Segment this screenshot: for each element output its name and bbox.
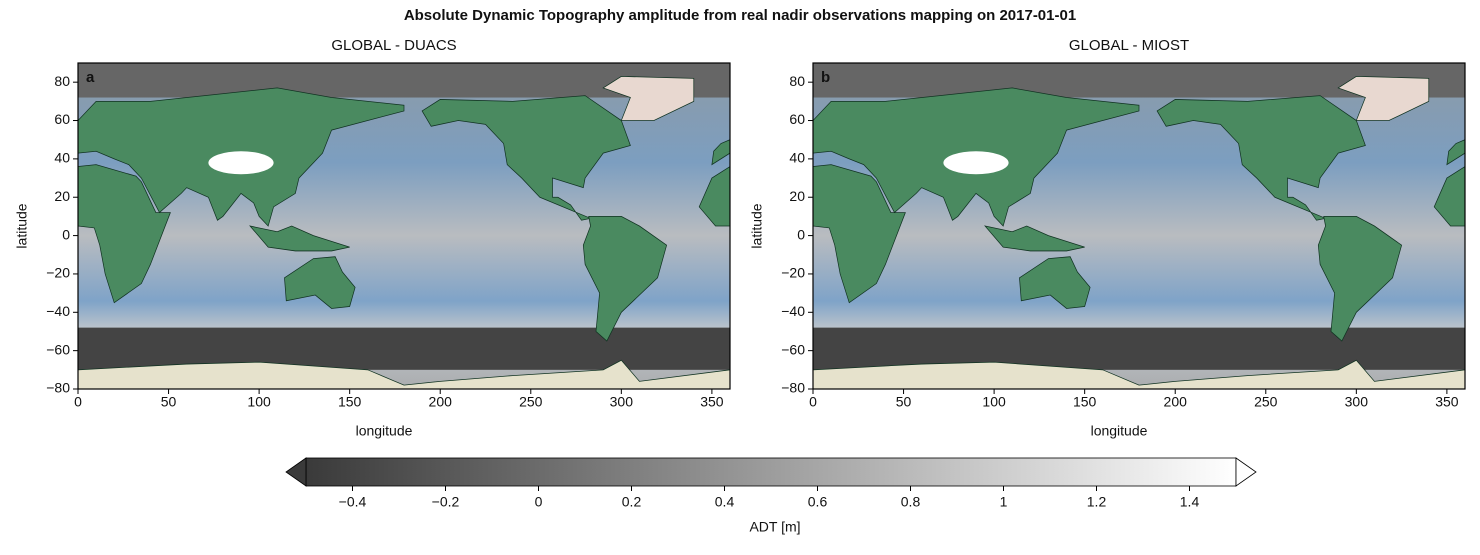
x-tick-label: 100 xyxy=(982,394,1006,410)
y-tick-label: 80 xyxy=(789,73,805,89)
x-tick-label: 200 xyxy=(1164,394,1188,410)
colorbar-tick-label: −0.4 xyxy=(339,494,367,510)
map-image xyxy=(78,63,730,389)
y-tick-label: 80 xyxy=(54,73,70,89)
colorbar-label: ADT [m] xyxy=(749,519,800,535)
x-tick-label: 150 xyxy=(1073,394,1097,410)
panel-label: a xyxy=(86,69,95,86)
colorbar-tick-label: 1.2 xyxy=(1087,494,1107,510)
x-tick-label: 300 xyxy=(610,394,634,410)
y-tick-label: −60 xyxy=(781,341,805,357)
axes-frame xyxy=(812,62,1466,390)
panel-label: b xyxy=(821,69,830,86)
x-tick-label: 300 xyxy=(1345,394,1369,410)
colorbar-tick-label: 0.2 xyxy=(622,494,642,510)
x-tick-label: 0 xyxy=(74,394,82,410)
colorbar-tick-label: 0.4 xyxy=(715,494,735,510)
y-tick-label: 60 xyxy=(54,111,70,127)
y-tick-label: −20 xyxy=(781,265,805,281)
x-tick-label: 250 xyxy=(519,394,543,410)
map-area xyxy=(813,63,1465,389)
colorbar-tick-label: 1 xyxy=(1000,494,1008,510)
y-tick-label: −40 xyxy=(46,303,70,319)
colorbar-tick-label: 0.8 xyxy=(901,494,921,510)
y-tick-label: −80 xyxy=(781,380,805,396)
x-tick-label: 50 xyxy=(896,394,912,410)
y-tick-label: 0 xyxy=(797,226,805,242)
x-tick-label: 100 xyxy=(247,394,271,410)
colorbar-tick-label: 0.6 xyxy=(808,494,828,510)
x-tick-label: 150 xyxy=(338,394,362,410)
map-image xyxy=(813,63,1465,389)
y-tick-label: 20 xyxy=(54,188,70,204)
y-tick-label: 40 xyxy=(54,150,70,166)
y-tick-label: −20 xyxy=(46,265,70,281)
y-tick-label: 60 xyxy=(789,111,805,127)
y-tick-label: −80 xyxy=(46,380,70,396)
x-axis-label: longitude xyxy=(1091,423,1148,439)
x-tick-label: 350 xyxy=(700,394,724,410)
x-tick-label: 250 xyxy=(1254,394,1278,410)
panel-subtitle: GLOBAL - MIOST xyxy=(1069,37,1189,54)
colorbar-tick-label: 0 xyxy=(535,494,543,510)
y-tick-label: −40 xyxy=(781,303,805,319)
colorbar-extend-high xyxy=(1235,457,1257,487)
y-tick-label: −60 xyxy=(46,341,70,357)
y-axis-label: latitude xyxy=(14,203,30,248)
map-area xyxy=(78,63,730,389)
colorbar xyxy=(305,457,1237,487)
x-tick-label: 200 xyxy=(429,394,453,410)
colorbar-tick-label: −0.2 xyxy=(432,494,460,510)
axes-frame xyxy=(77,62,731,390)
x-tick-label: 350 xyxy=(1435,394,1459,410)
x-tick-label: 50 xyxy=(161,394,177,410)
y-axis-label: latitude xyxy=(749,203,765,248)
figure-title: Absolute Dynamic Topography amplitude fr… xyxy=(404,7,1076,24)
panel-subtitle: GLOBAL - DUACS xyxy=(331,37,456,54)
colorbar-tick-label: 1.4 xyxy=(1180,494,1200,510)
y-tick-label: 20 xyxy=(789,188,805,204)
x-axis-label: longitude xyxy=(356,423,413,439)
colorbar-extend-low xyxy=(285,457,307,487)
y-tick-label: 40 xyxy=(789,150,805,166)
x-tick-label: 0 xyxy=(809,394,817,410)
y-tick-label: 0 xyxy=(62,226,70,242)
